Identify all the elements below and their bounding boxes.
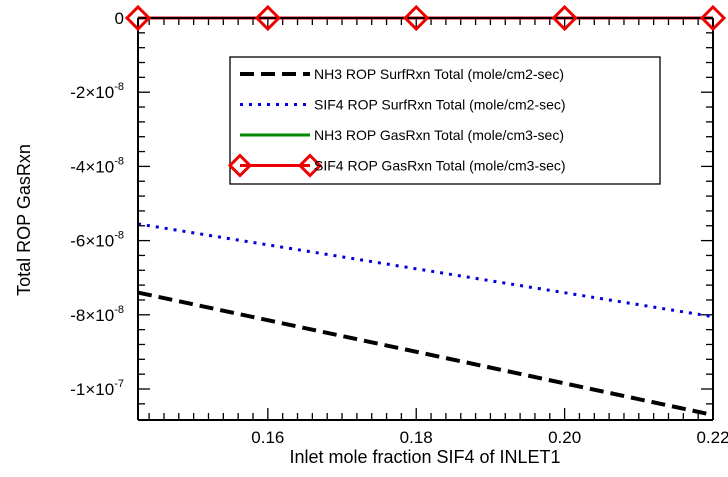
y-tick-label: 0: [115, 9, 124, 28]
data-point-marker: [699, 4, 727, 32]
y-axis-title: Total ROP GasRxn: [14, 144, 34, 296]
x-tick-label: 0.16: [251, 428, 284, 447]
series-line-2: [138, 222, 713, 319]
x-tick-label: 0.22: [696, 428, 728, 447]
data-point-marker: [124, 4, 152, 32]
data-point-marker: [297, 153, 323, 178]
x-tick-label: 0.18: [400, 428, 433, 447]
y-tick-label: -4×10-8: [70, 155, 124, 176]
legend-label-2: SIF4 ROP SurfRxn Total (mole/cm2-sec): [314, 97, 566, 113]
data-point-marker: [403, 4, 430, 32]
y-tick-label: -6×10-8: [70, 230, 124, 251]
y-tick-label: -8×10-8: [70, 304, 124, 325]
legend-label-3: NH3 ROP GasRxn Total (mole/cm3-sec): [314, 127, 564, 143]
data-point-marker: [254, 4, 281, 32]
legend-label-1: NH3 ROP SurfRxn Total (mole/cm2-sec): [314, 66, 564, 82]
data-point-marker: [227, 153, 253, 178]
y-tick-label: -1×10-7: [70, 378, 124, 399]
x-tick-label: 0.20: [548, 428, 581, 447]
data-point-marker: [551, 4, 578, 32]
y-tick-label: -2×10-8: [70, 81, 124, 102]
x-axis-title: Inlet mole fraction SIF4 of INLET1: [289, 447, 560, 467]
series-line-1: [138, 290, 713, 417]
legend-label-4: SIF4 ROP GasRxn Total (mole/cm3-sec): [314, 158, 566, 174]
